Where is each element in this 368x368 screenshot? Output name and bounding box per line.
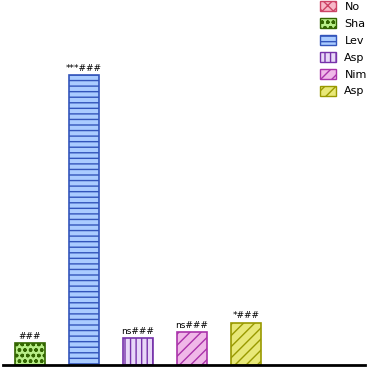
Text: ***###: ***### xyxy=(66,64,102,73)
Text: *###: *### xyxy=(233,311,259,320)
Bar xyxy=(69,75,99,365)
Text: ns###: ns### xyxy=(176,321,209,330)
Text: ###: ### xyxy=(18,332,41,341)
Bar xyxy=(15,343,45,365)
Text: ns###: ns### xyxy=(121,327,155,336)
Bar xyxy=(177,332,207,365)
Bar xyxy=(123,339,153,365)
Bar xyxy=(231,323,261,365)
Legend: No, Sha, Lev, Asp, Nim, Asp: No, Sha, Lev, Asp, Nim, Asp xyxy=(320,1,367,96)
